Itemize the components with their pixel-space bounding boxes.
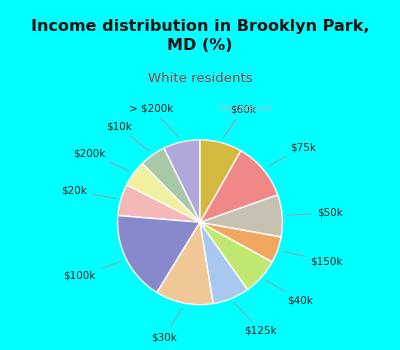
Text: Income distribution in Brooklyn Park,
MD (%): Income distribution in Brooklyn Park, MD… [31,19,369,52]
Text: $100k: $100k [63,261,122,280]
Text: $10k: $10k [106,122,149,151]
Text: $20k: $20k [62,186,116,199]
Text: $30k: $30k [152,308,182,342]
Wedge shape [142,148,200,222]
Wedge shape [200,222,248,303]
Text: $50k: $50k [287,208,342,218]
Wedge shape [200,195,282,237]
Wedge shape [118,216,200,293]
Wedge shape [200,222,281,262]
Text: > $200k: > $200k [129,103,179,138]
Text: City-Data.com: City-Data.com [218,104,272,113]
Text: $125k: $125k [234,303,277,336]
Text: White residents: White residents [148,72,252,85]
Wedge shape [200,140,241,222]
Wedge shape [157,222,213,304]
Text: $60k: $60k [223,104,256,138]
Text: $200k: $200k [73,148,129,171]
Text: $75k: $75k [268,142,316,167]
Text: $150k: $150k [283,251,343,266]
Wedge shape [164,140,200,222]
Wedge shape [118,185,200,222]
Wedge shape [200,150,278,222]
Wedge shape [126,163,200,222]
Wedge shape [200,222,272,289]
Text: $40k: $40k [266,280,313,305]
